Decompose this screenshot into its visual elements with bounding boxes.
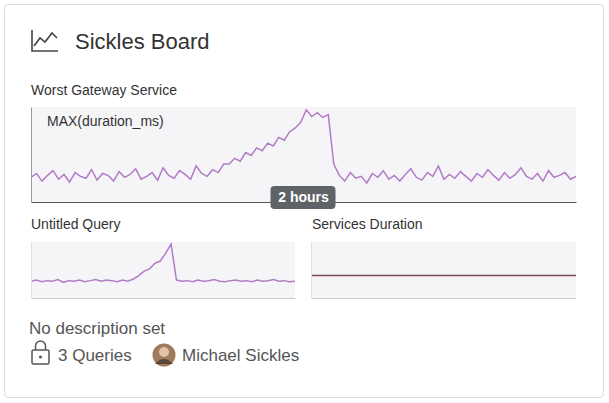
lock-icon [32, 341, 49, 364]
badge-background [271, 186, 336, 209]
x-axis-line [312, 298, 577, 299]
lock-shackle [36, 341, 46, 350]
y-axis-line [31, 243, 32, 299]
plot-marks [31, 110, 576, 183]
y-axis [31, 243, 32, 299]
badge-label: 2 hours [278, 189, 329, 205]
plot-marks [31, 244, 295, 282]
lock-hole [39, 355, 42, 358]
y-axis-line [311, 243, 312, 299]
owner-avatar [153, 344, 176, 367]
chart-title: Worst Gateway Service [31, 82, 177, 98]
queries-count: 3 Queries [58, 346, 132, 365]
board-icon [32, 30, 58, 51]
avatar-shoulders [155, 359, 173, 364]
lock-body [32, 350, 49, 364]
y-axis [31, 108, 32, 203]
series-line [311, 275, 576, 277]
series-line [31, 244, 295, 282]
plot-marks [311, 275, 576, 276]
chart-0[interactable]: Worst Gateway Service MAX(duration_ms) 2 h… [31, 82, 577, 209]
card-canvas: Sickles Board Worst Gateway Service MAX(du… [0, 0, 609, 403]
card-title[interactable]: Sickles Board [75, 29, 210, 54]
plot-background [31, 242, 295, 298]
card-frame[interactable] [5, 5, 604, 398]
description: No description set [29, 319, 165, 338]
x-axis [32, 298, 296, 299]
series-line [31, 110, 576, 183]
x-axis [312, 298, 577, 299]
y-axis [311, 243, 312, 299]
series-label: MAX(duration_ms) [47, 113, 164, 129]
chart-2[interactable]: Services Duration [311, 216, 577, 299]
chart-1[interactable]: Untitled Query [31, 216, 296, 299]
avatar-face [159, 347, 169, 357]
y-axis-line [31, 108, 32, 203]
plot-background [311, 242, 576, 298]
x-axis-line [32, 298, 296, 299]
time-range-badge: 2 hours [271, 186, 336, 209]
owner-name: Michael Sickles [182, 346, 299, 365]
avatar-circle [153, 344, 176, 367]
chart-title: Untitled Query [31, 216, 120, 232]
chart-title: Services Duration [312, 216, 423, 232]
